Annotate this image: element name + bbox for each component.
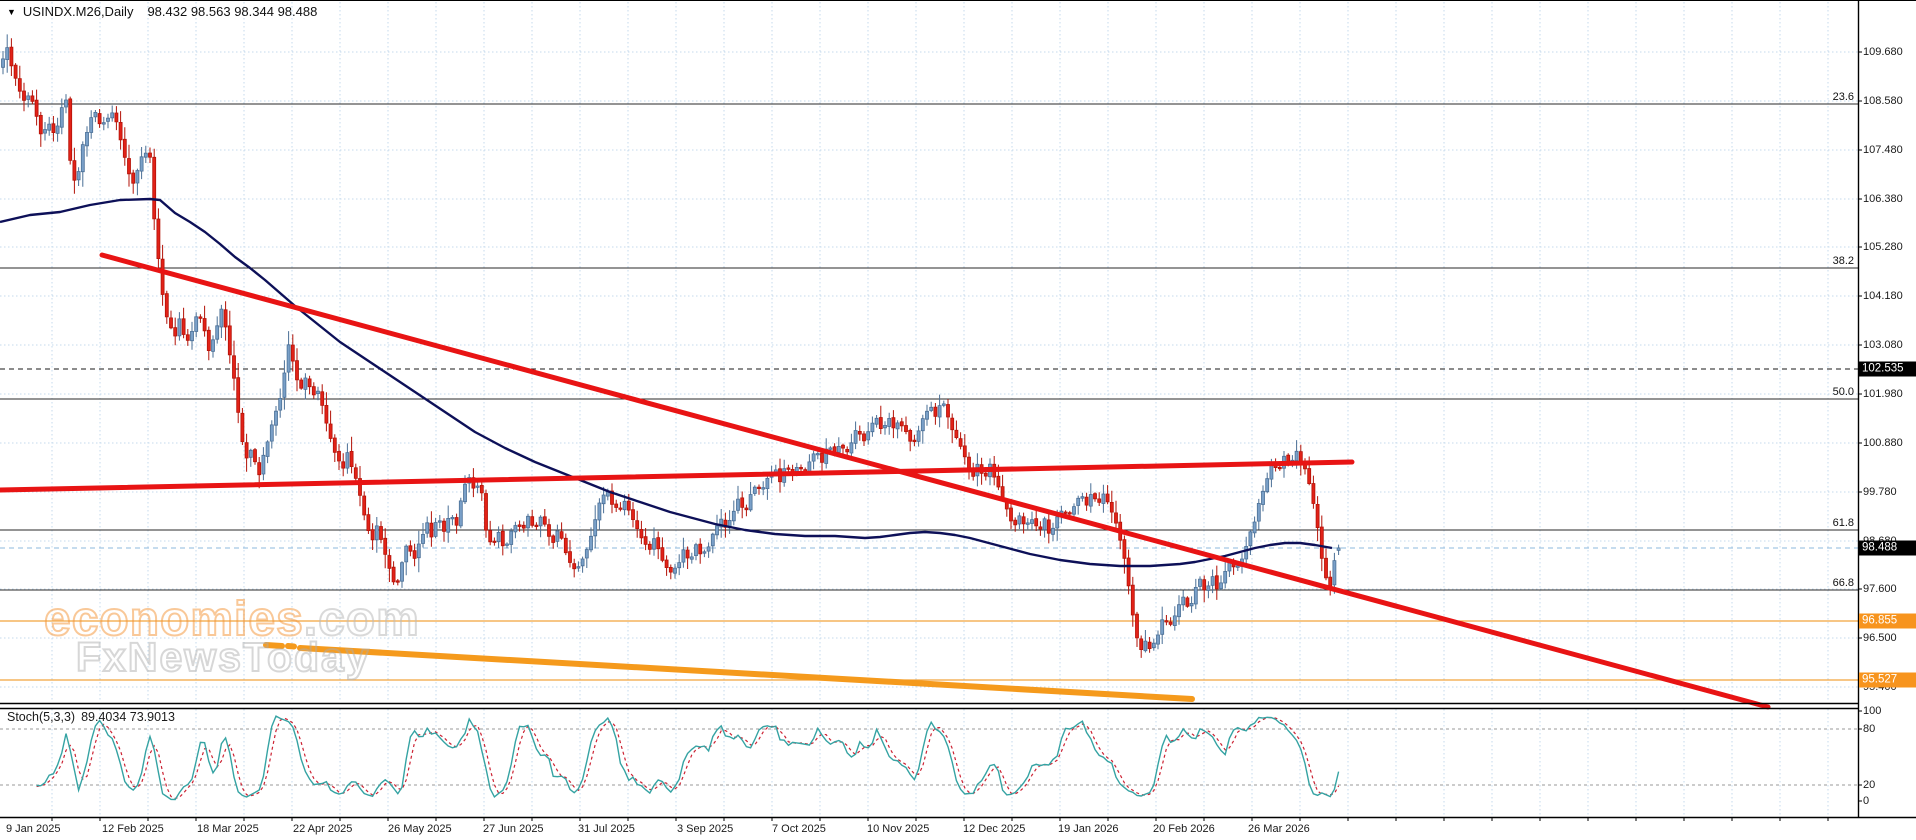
moving-average-line bbox=[0, 197, 1333, 568]
date-axis-label: 26 Mar 2026 bbox=[1248, 823, 1310, 835]
watermark-fxnewstoday: FxNewsToday bbox=[75, 633, 371, 681]
watermark-economies: economies.com bbox=[43, 592, 420, 647]
chart-title: ▼ USINDX.M26,Daily 98.432 98.563 98.344 98… bbox=[7, 4, 317, 19]
price-axis-label: 108.580 bbox=[1863, 95, 1903, 107]
stoch-k-line bbox=[36, 715, 1340, 801]
price-axis-label: 109.680 bbox=[1863, 46, 1903, 58]
fibonacci-lines bbox=[0, 103, 1858, 681]
price-axis-label: 99.780 bbox=[1863, 486, 1897, 498]
price-badge: 102.535 bbox=[1859, 361, 1916, 377]
date-axis-label: 27 Jun 2025 bbox=[483, 823, 544, 835]
gridlines bbox=[0, 2, 1858, 816]
price-axis-label: 96.500 bbox=[1863, 632, 1897, 644]
date-axis-label: 22 Apr 2025 bbox=[293, 823, 353, 835]
stoch-scale-label: 80 bbox=[1863, 723, 1876, 735]
panel-borders bbox=[0, 0, 1916, 821]
stoch-scale-label: 100 bbox=[1863, 705, 1882, 717]
price-badge: 95.527 bbox=[1859, 672, 1916, 688]
fib-level-label: 38.2 bbox=[1832, 255, 1854, 267]
fib-level-label: 23.6 bbox=[1832, 91, 1854, 103]
stoch-scale-label: 20 bbox=[1863, 779, 1876, 791]
date-axis-label: 12 Feb 2025 bbox=[102, 823, 164, 835]
date-axis-label: 10 Nov 2025 bbox=[867, 823, 930, 835]
price-axis-label: 105.280 bbox=[1863, 241, 1903, 253]
bull-candle-wicks bbox=[2, 34, 1340, 653]
price-axis-label: 100.880 bbox=[1863, 437, 1903, 449]
date-axis-label: 20 Feb 2026 bbox=[1153, 823, 1215, 835]
price-axis-label: 97.600 bbox=[1863, 583, 1897, 595]
date-axis-label: 3 Sep 2025 bbox=[677, 823, 734, 835]
stoch-scale-label: 0 bbox=[1863, 795, 1870, 807]
price-badge: 98.488 bbox=[1859, 540, 1916, 556]
price-axis-label: 101.980 bbox=[1863, 388, 1903, 400]
price-axis-label: 106.380 bbox=[1863, 193, 1903, 205]
date-axis-label: 31 Jul 2025 bbox=[578, 823, 635, 835]
fib-level-label: 50.0 bbox=[1832, 386, 1854, 398]
date-axis-label: 9 Jan 2025 bbox=[6, 823, 61, 835]
date-axis-label: 7 Oct 2025 bbox=[772, 823, 826, 835]
indicator-label: Stoch(5,3,3) 89.4034 73.9013 bbox=[7, 710, 175, 724]
ohlc-values: 98.432 98.563 98.344 98.488 bbox=[147, 4, 318, 19]
watermark-domain: .com bbox=[303, 592, 420, 647]
candlesticks bbox=[1, 34, 1341, 658]
trendline-rising-resistance bbox=[0, 459, 1355, 493]
collapse-triangle-icon[interactable]: ▼ bbox=[7, 7, 16, 17]
fib-level-label: 66.8 bbox=[1832, 577, 1854, 589]
price-axis-label: 104.180 bbox=[1863, 290, 1903, 302]
trendline-descending-resistance bbox=[99, 252, 1771, 710]
date-axis-label: 19 Jan 2026 bbox=[1058, 823, 1119, 835]
price-axis-label: 107.480 bbox=[1863, 144, 1903, 156]
date-axis-label: 26 May 2025 bbox=[388, 823, 452, 835]
watermark-brand: economies bbox=[43, 592, 304, 647]
bull-candle-bodies bbox=[1, 47, 1341, 652]
trendlines[interactable] bbox=[0, 252, 1771, 710]
fib-level-label: 61.8 bbox=[1832, 517, 1854, 529]
price-badge: 96.855 bbox=[1859, 613, 1916, 629]
stoch-d-line bbox=[36, 716, 1340, 800]
date-axis-label: 12 Dec 2025 bbox=[963, 823, 1026, 835]
date-axis-label: 18 Mar 2025 bbox=[197, 823, 259, 835]
symbol-timeframe-label: USINDX.M26,Daily bbox=[22, 4, 134, 19]
indicator-name: Stoch(5,3,3) bbox=[7, 710, 76, 724]
price-axis-label: 103.080 bbox=[1863, 339, 1903, 351]
trendline-support-orange bbox=[297, 645, 1195, 702]
indicator-values: 89.4034 73.9013 bbox=[81, 710, 175, 724]
bear-candle-bodies bbox=[9, 46, 1333, 650]
